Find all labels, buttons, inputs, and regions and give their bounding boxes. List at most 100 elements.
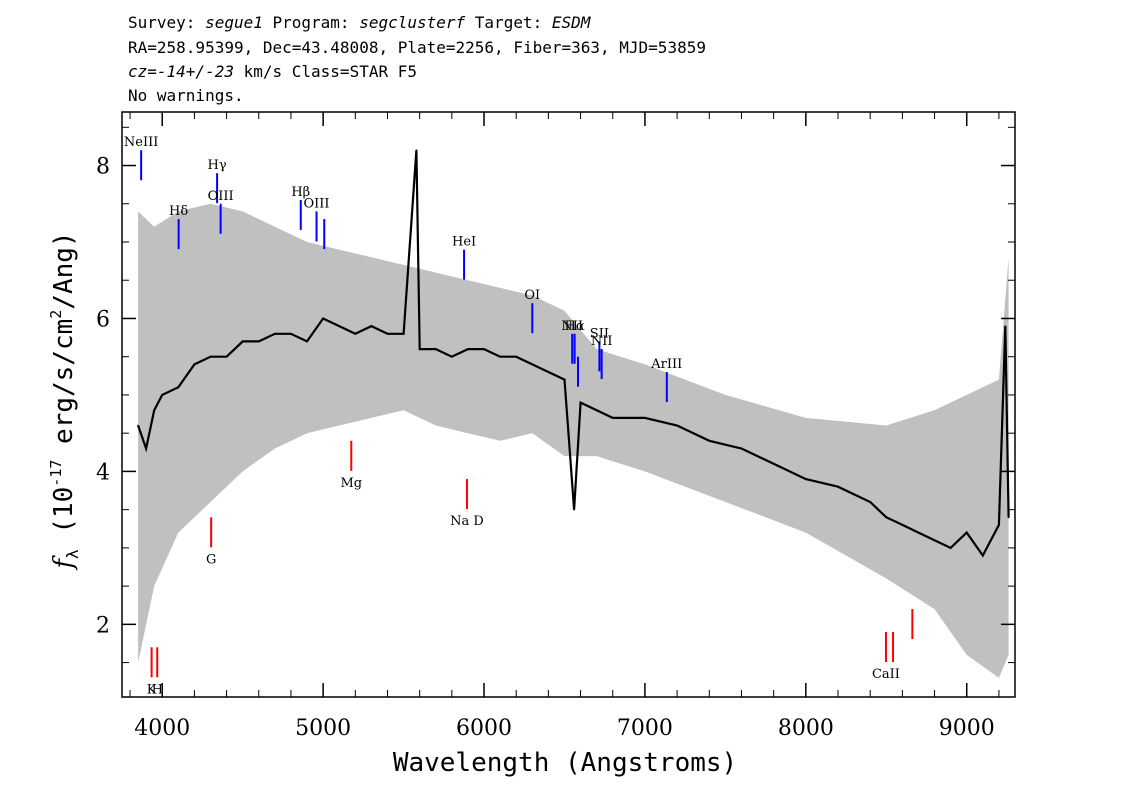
flux-point <box>290 332 292 335</box>
absorption-line-label: H <box>152 682 163 697</box>
emission-line-label: Hδ <box>169 204 188 219</box>
target-label: Target: <box>465 13 552 32</box>
absorption-line-label: K <box>147 682 157 697</box>
redshift-value: cz=-14+/-23 <box>128 62 234 81</box>
emission-line-label: HeI <box>452 235 476 250</box>
flux-point <box>644 417 646 419</box>
flux-point <box>241 340 244 343</box>
x-tick-label: 8000 <box>778 716 834 741</box>
flux-point <box>1004 325 1007 327</box>
flux-point <box>917 531 920 534</box>
program-label: Program: <box>262 13 360 32</box>
absorption-line-label: CaII <box>872 667 900 682</box>
flux-point <box>225 355 228 358</box>
absorption-line-label: Mg <box>340 476 362 491</box>
absorption-line-label: Na D <box>450 514 484 529</box>
flux-point <box>274 332 276 335</box>
flux-point <box>805 478 807 480</box>
absorption-line-label: G <box>206 552 216 567</box>
emission-line-label: Hα <box>565 319 585 334</box>
flux-point <box>998 524 1000 526</box>
flux-point <box>982 554 984 557</box>
flux-point <box>177 386 180 389</box>
flux-line-group <box>137 149 1010 558</box>
axes-group: 4000 5000 6000 7000 8000 9000 2 4 6 8 <box>96 112 1015 741</box>
flux-point <box>708 440 711 442</box>
emission-line-label: SII <box>590 326 609 341</box>
error-band-area <box>138 203 1009 678</box>
x-tick-label: 9000 <box>939 716 995 741</box>
flux-point <box>579 401 582 404</box>
spectrum-header-line-4: No warnings. <box>128 86 244 105</box>
emission-line-label: OIII <box>303 196 329 211</box>
flux-point <box>451 355 453 358</box>
emission-line-label: NII <box>591 334 613 349</box>
emission-line-label: ArIII <box>650 357 682 372</box>
flux-point <box>338 325 341 327</box>
flux-point <box>965 531 968 534</box>
flux-point <box>676 424 678 427</box>
x-tick-label: 6000 <box>456 716 512 741</box>
flux-point <box>1007 516 1010 519</box>
flux-point <box>354 332 357 335</box>
flux-point <box>949 547 952 549</box>
emission-line-label: OIII <box>208 189 234 204</box>
class-value: km/s Class=STAR F5 <box>233 62 417 81</box>
emission-line-label: OI <box>524 288 540 303</box>
program-value: segclusterf <box>359 13 466 32</box>
flux-point <box>467 348 469 350</box>
plot-frame <box>121 111 1016 698</box>
y-tick-label: 6 <box>96 307 110 332</box>
flux-point <box>499 355 501 358</box>
target-value: ESDM <box>551 13 591 32</box>
flux-point <box>418 348 421 350</box>
flux-point <box>573 508 575 511</box>
x-tick-label: 4000 <box>134 716 190 741</box>
spectrum-header-line-3: cz=-14+/-23 km/s Class=STAR F5 <box>128 61 417 83</box>
survey-value: segue1 <box>205 13 263 32</box>
y-tick-label: 4 <box>96 460 110 485</box>
flux-point <box>515 355 518 358</box>
emission-line-label: NII <box>561 319 583 334</box>
flux-point <box>257 340 260 343</box>
survey-label: Survey: <box>128 13 206 32</box>
x-tick-label: 7000 <box>617 716 673 741</box>
flux-point <box>595 409 598 412</box>
x-axis-title: Wavelength (Angstroms) <box>393 748 737 778</box>
flux-point <box>434 348 437 350</box>
flux-point <box>322 317 324 320</box>
flux-point <box>740 447 743 450</box>
flux-point <box>483 348 485 350</box>
flux-point <box>306 340 308 343</box>
flux-point <box>837 485 839 488</box>
flux-point <box>933 539 936 542</box>
flux-point <box>145 447 147 450</box>
flux-point <box>547 371 550 373</box>
spectrum-header-line-1: Survey: segue1 Program: segclusterf Targ… <box>128 12 590 34</box>
flux-point <box>772 462 775 465</box>
flux-point <box>386 332 389 335</box>
y-tick-label: 2 <box>96 613 110 638</box>
flux-point <box>193 363 196 366</box>
y-tick-label: 8 <box>96 155 110 180</box>
flux-point <box>415 149 418 152</box>
flux-line <box>137 150 1010 558</box>
emission-line-label: Hγ <box>208 158 227 173</box>
flux-point <box>901 524 904 526</box>
flux-point <box>563 378 566 381</box>
flux-point <box>370 325 373 327</box>
flux-point <box>209 355 212 358</box>
flux-point <box>885 516 888 519</box>
y-axis-title: fλ (10-17 erg/s/cm2/Ang) <box>47 231 82 570</box>
flux-point <box>137 424 139 427</box>
emission-line-label: Hβ <box>291 185 310 200</box>
error-band-group <box>138 203 1009 678</box>
spectrum-header-line-2: RA=258.95399, Dec=43.48008, Plate=2256, … <box>128 38 706 57</box>
emission-line-label: NeIII <box>124 135 158 150</box>
flux-point <box>531 363 534 366</box>
flux-point <box>161 394 164 396</box>
flux-point <box>611 417 614 419</box>
x-tick-label: 5000 <box>295 716 351 741</box>
